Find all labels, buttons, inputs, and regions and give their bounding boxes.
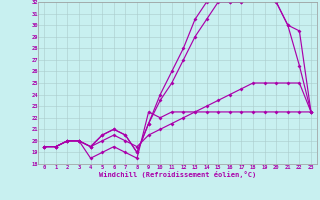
X-axis label: Windchill (Refroidissement éolien,°C): Windchill (Refroidissement éolien,°C) [99,171,256,178]
